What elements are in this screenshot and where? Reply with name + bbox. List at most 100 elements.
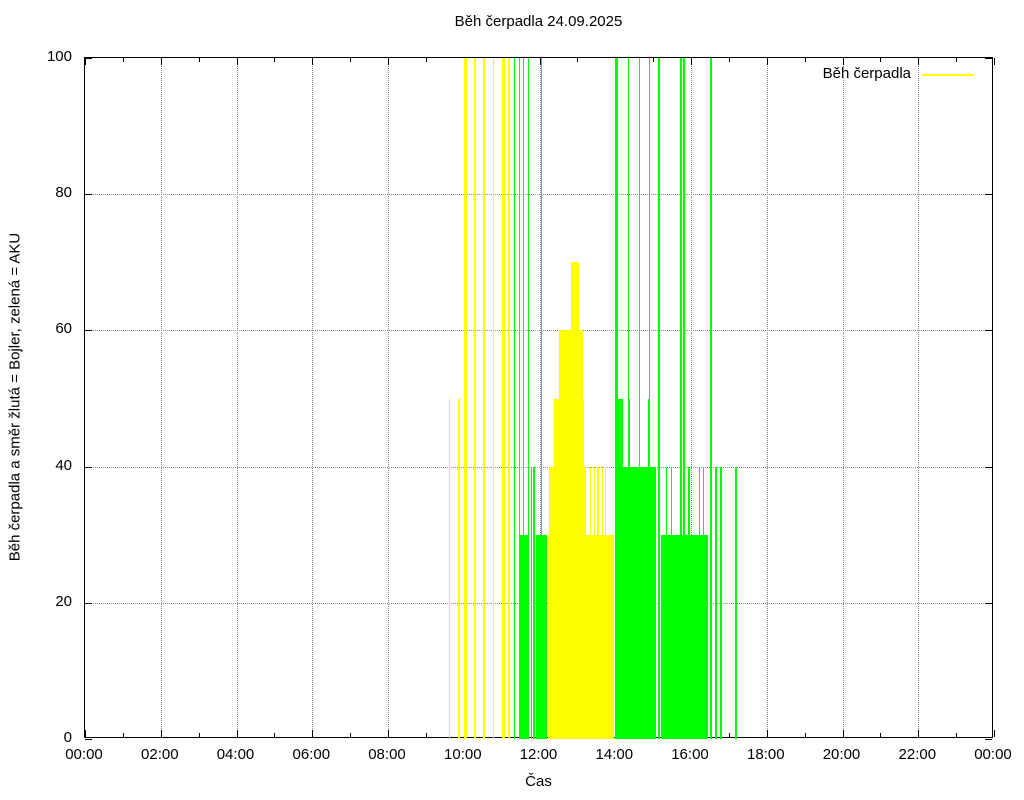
- x-tick-label: 00:00: [65, 746, 103, 763]
- y-tick-label: 40: [55, 456, 72, 474]
- x-tick-major: [85, 730, 86, 737]
- x-tick-label: 16:00: [671, 746, 709, 763]
- grid-line-vertical: [388, 58, 389, 737]
- y-tick-major: [985, 602, 992, 604]
- x-tick-minor: [501, 733, 503, 737]
- x-tick-label: 10:00: [444, 746, 482, 763]
- x-tick-label: 00:00: [974, 746, 1012, 763]
- grid-line-vertical: [236, 58, 238, 737]
- x-tick-minor: [880, 733, 882, 737]
- bar-segment-aku: [627, 58, 630, 739]
- grid-line-vertical: [160, 58, 162, 737]
- bar-segment-aku: [665, 466, 668, 739]
- x-tick-major: [85, 58, 86, 65]
- grid-line-horizontal: [85, 466, 992, 468]
- grid-line-vertical: [691, 58, 692, 737]
- bar-segment-aku: [683, 58, 685, 739]
- x-tick-label: 06:00: [292, 746, 331, 763]
- x-tick-major: [842, 730, 844, 737]
- y-tick-major: [85, 739, 92, 740]
- bar-segment-bojler: [589, 466, 592, 739]
- bar-segment-aku: [533, 466, 535, 739]
- bar-segment-bojler: [463, 58, 467, 739]
- y-tick-major: [85, 330, 92, 332]
- bar-segment-aku: [702, 466, 705, 739]
- grid-line-vertical: [312, 58, 314, 737]
- bar-segment-aku: [698, 466, 701, 739]
- x-tick-major: [539, 58, 541, 65]
- bar-segment-aku: [540, 58, 543, 739]
- bar-segment-aku: [715, 466, 717, 739]
- x-tick-major: [918, 730, 920, 737]
- x-tick-minor: [350, 733, 352, 737]
- bar-segment-bojler: [492, 58, 495, 739]
- x-tick-minor: [122, 733, 124, 737]
- x-tick-label: 02:00: [141, 746, 179, 763]
- x-tick-major: [160, 730, 162, 737]
- y-tick-major: [985, 58, 992, 59]
- x-tick-minor: [501, 58, 503, 62]
- x-tick-minor: [804, 733, 806, 737]
- grid-line-vertical: [766, 58, 768, 737]
- bar-segment-aku: [518, 58, 521, 739]
- y-tick-label: 100: [46, 48, 72, 65]
- y-tick-major: [85, 466, 92, 468]
- legend-label: Běh čerpadla: [822, 65, 911, 82]
- y-tick-major: [85, 58, 92, 59]
- y-tick-label: 80: [55, 184, 72, 202]
- x-tick-minor: [425, 733, 427, 737]
- legend-line-sample: [922, 74, 974, 76]
- x-tick-major: [766, 58, 768, 65]
- x-tick-minor: [956, 733, 958, 737]
- bar-segment-aku: [614, 398, 623, 739]
- y-tick-major: [985, 194, 992, 196]
- bar-segment-aku: [615, 58, 618, 739]
- x-tick-minor: [577, 58, 579, 62]
- grid-line-vertical: [918, 58, 920, 737]
- x-tick-major: [994, 730, 995, 737]
- bar-segment-bojler: [483, 58, 485, 739]
- x-tick-major: [766, 730, 768, 737]
- bar-segment-aku: [680, 58, 682, 739]
- bar-segment-aku: [648, 58, 651, 739]
- x-tick-minor: [804, 58, 806, 62]
- grid-line-vertical: [842, 58, 844, 737]
- bar-segment-bojler: [502, 58, 505, 739]
- grid-line-horizontal: [85, 330, 992, 332]
- x-tick-major: [236, 58, 238, 65]
- y-tick-label: 60: [55, 320, 72, 338]
- x-tick-label: 22:00: [898, 746, 937, 763]
- x-tick-minor: [122, 58, 124, 62]
- y-tick-major: [985, 330, 992, 332]
- x-tick-major: [388, 730, 389, 737]
- x-tick-major: [994, 58, 995, 65]
- bar-segment-bojler: [570, 262, 579, 739]
- x-tick-minor: [728, 733, 730, 737]
- bar-segment-aku: [658, 58, 660, 739]
- x-tick-minor: [274, 58, 276, 62]
- y-tick-major: [85, 602, 92, 604]
- bar-segment-aku: [638, 58, 641, 739]
- x-tick-label: 04:00: [216, 746, 255, 763]
- x-tick-major: [312, 58, 314, 65]
- x-tick-minor: [653, 58, 655, 62]
- x-tick-major: [691, 58, 692, 65]
- y-tick-major: [985, 466, 992, 468]
- x-tick-major: [236, 730, 238, 737]
- x-tick-label: 08:00: [368, 746, 406, 763]
- y-tick-major: [85, 194, 92, 196]
- bar-segment-bojler: [508, 58, 510, 739]
- bar-segment-aku: [710, 58, 712, 739]
- x-tick-minor: [956, 58, 958, 62]
- chart-title: Běh čerpadla 24.09.2025: [454, 13, 623, 30]
- bar-segment-aku: [735, 466, 737, 739]
- x-tick-major: [918, 58, 920, 65]
- bar-segment-bojler: [458, 398, 460, 739]
- bar-segment-aku: [527, 58, 530, 739]
- x-tick-major: [312, 730, 314, 737]
- y-tick-label: 0: [63, 729, 72, 746]
- bar-segment-bojler: [604, 466, 607, 739]
- x-tick-minor: [425, 58, 427, 62]
- x-axis-title: Čas: [525, 773, 552, 790]
